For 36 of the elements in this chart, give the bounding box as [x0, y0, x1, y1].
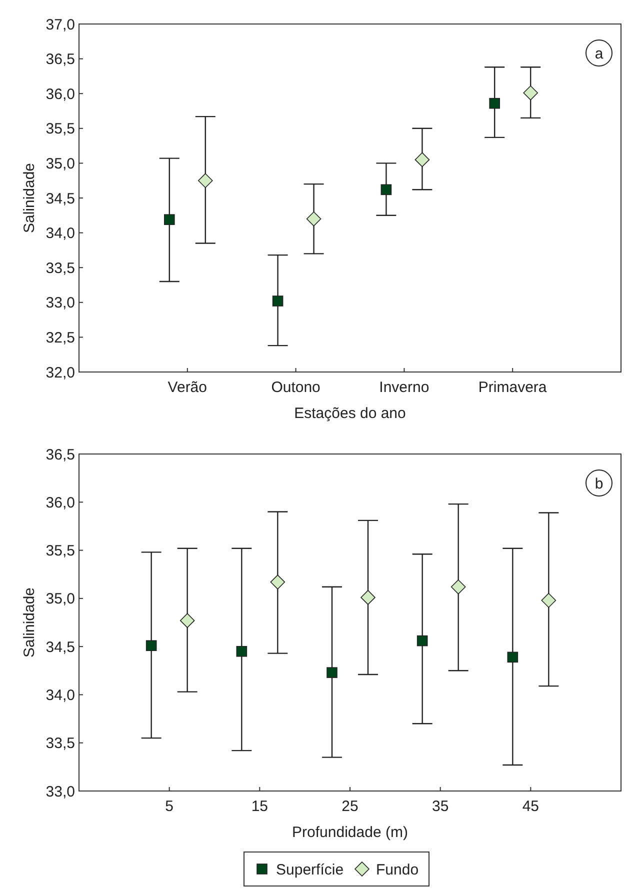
- y-tick-label: 36,0: [46, 86, 75, 103]
- y-axis-title: Salinidade: [21, 587, 38, 658]
- annotation: b: [594, 475, 604, 492]
- y-tick-label: 33,0: [46, 783, 75, 800]
- x-axis-title: Estações do ano: [294, 405, 406, 422]
- x-axis-title: Profundidade (m): [292, 824, 408, 841]
- y-tick-label: 36,0: [46, 494, 75, 512]
- x-tick-label: Outono: [271, 379, 320, 396]
- x-tick-label: 25: [342, 798, 358, 815]
- y-tick-label: 32,0: [46, 364, 75, 382]
- y-tick-label: 32,5: [46, 329, 75, 346]
- y-tick-label: 35,0: [46, 590, 75, 608]
- y-tick-label: 36,5: [46, 51, 75, 68]
- y-tick-label: 37,0: [46, 16, 75, 34]
- y-axis-title: Salinidade: [21, 162, 38, 234]
- annotation: a: [594, 45, 604, 62]
- y-tick-label: 35,5: [46, 120, 75, 138]
- y-tick-label: 33,0: [46, 294, 75, 312]
- y-tick-label: 33,5: [46, 260, 75, 277]
- y-tick-label: 34,5: [46, 638, 75, 656]
- x-tick-label: Primavera: [478, 379, 548, 396]
- x-tick-label: 15: [251, 798, 268, 815]
- y-tick-label: 35,5: [46, 542, 75, 560]
- y-tick-label: 33,5: [46, 735, 75, 752]
- x-tick-label: Inverno: [379, 379, 430, 396]
- y-tick-label: 35,0: [46, 155, 75, 172]
- y-tick-label: 36,5: [46, 446, 75, 464]
- x-tick-label: 45: [522, 798, 540, 815]
- x-tick-label: 5: [165, 798, 174, 815]
- x-tick-label: Verão: [168, 379, 207, 396]
- legend-label: Fundo: [376, 861, 419, 878]
- y-tick-label: 34,0: [46, 225, 75, 242]
- legend-label: Superfície: [276, 861, 344, 878]
- y-tick-label: 34,0: [46, 686, 75, 704]
- x-tick-label: 35: [432, 798, 449, 815]
- y-tick-label: 34,5: [46, 190, 75, 208]
